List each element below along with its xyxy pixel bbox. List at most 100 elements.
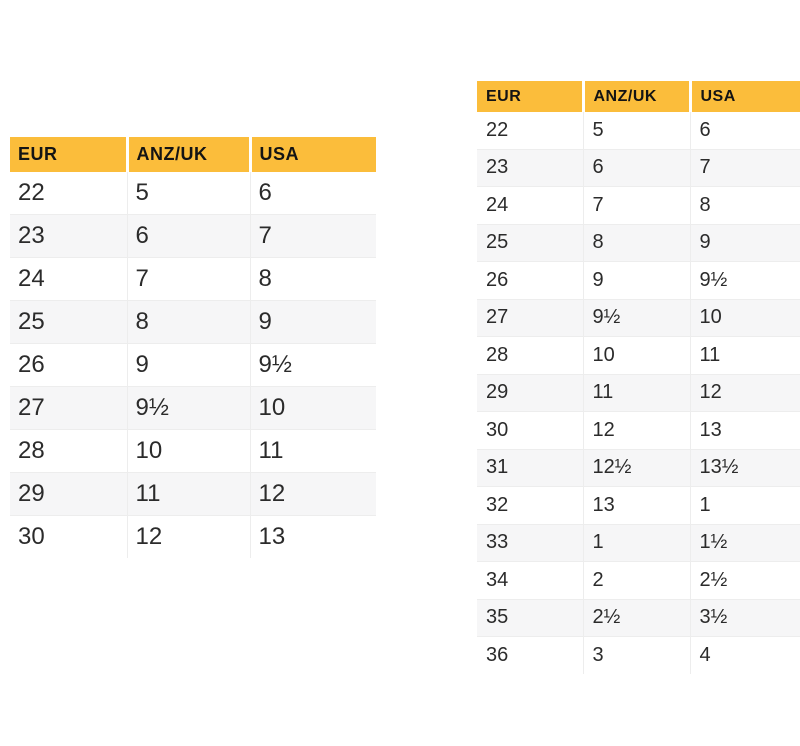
table-row: 35 2½ 3½ <box>477 598 800 637</box>
table-row: 25 8 9 <box>10 300 376 344</box>
table-row: 27 9½ 10 <box>477 298 800 337</box>
table-cell: 8 <box>689 186 800 224</box>
table-cell: 10 <box>689 298 800 337</box>
table-cell: 9 <box>582 261 690 299</box>
table-cell: 1½ <box>689 523 800 562</box>
table-cell: 10 <box>126 429 250 473</box>
table-row: 34 2 2½ <box>477 561 800 599</box>
table-cell: 26 <box>477 261 583 299</box>
table-cell: 25 <box>10 300 127 344</box>
table-cell: 2½ <box>689 561 800 599</box>
table-row: 26 9 9½ <box>10 343 376 387</box>
table-cell: 8 <box>582 223 690 262</box>
table-cell: 35 <box>477 598 583 637</box>
table-cell: 11 <box>689 336 800 374</box>
table-cell: 10 <box>249 386 376 430</box>
table-cell: 22 <box>18 179 45 206</box>
column-header-1: ANZ/UK <box>125 137 250 172</box>
table-cell: 33 <box>477 523 583 562</box>
table-cell: 27 <box>477 298 583 337</box>
table-cell: 23 <box>477 148 583 187</box>
table-cell: 13 <box>689 411 800 449</box>
table-cell: 34 <box>477 561 583 599</box>
table-row: 22 5 6 <box>477 112 800 149</box>
column-header-2: USA <box>248 137 376 172</box>
table-row: 33 1 1½ <box>477 523 800 562</box>
table-cell: 11 <box>582 373 690 412</box>
table-cell: 24 <box>10 257 127 301</box>
table-cell: 24 <box>477 186 583 224</box>
table-cell: 3 <box>582 636 690 674</box>
table-cell: 22 <box>486 118 509 141</box>
table-cell: 30 <box>10 515 127 558</box>
table-cell: 32 <box>477 486 583 524</box>
table-cell: 25 <box>477 223 583 262</box>
table-cell: 2 <box>582 561 690 599</box>
table-row: 27 9½ 10 <box>10 386 376 430</box>
size-table-left: EUR ANZ/UK USA 22 5 6 23 6 7 24 7 8 25 8 9 26 9 9½ 27 9½ 10 2… <box>10 137 376 558</box>
table-cell: 12½ <box>582 448 690 487</box>
table-row: 32 13 1 <box>477 486 800 524</box>
table-cell: 13 <box>582 486 690 524</box>
column-header-0: EUR <box>477 81 583 112</box>
table-row: 26 9 9½ <box>477 261 800 299</box>
table-row: 28 10 11 <box>477 336 800 374</box>
table-cell: 7 <box>126 257 250 301</box>
table-row: 25 8 9 <box>477 223 800 262</box>
table-row: 24 7 8 <box>477 186 800 224</box>
table-cell: 29 <box>10 472 127 516</box>
table-cell: 5 <box>582 112 690 149</box>
table-row: 29 11 12 <box>10 472 376 516</box>
size-table-right: EUR ANZ/UK USA 22 5 6 23 6 7 24 7 8 25 8 9 26 9 9½ 27 9½ 10 2… <box>477 81 800 674</box>
table-row: 23 6 7 <box>477 148 800 187</box>
column-header-2: USA <box>688 81 800 112</box>
table-cell: 9½ <box>249 343 376 387</box>
table-cell: 12 <box>249 472 376 516</box>
table-cell: 9½ <box>689 261 800 299</box>
table-cell: 12 <box>689 373 800 412</box>
table-cell: 28 <box>477 336 583 374</box>
table-cell: 8 <box>249 257 376 301</box>
table-cell: 31 <box>477 448 583 487</box>
table-cell: 9½ <box>582 298 690 337</box>
table-cell: 7 <box>249 214 376 258</box>
table-cell: 23 <box>10 214 127 258</box>
column-header-1: ANZ/UK <box>581 81 690 112</box>
table-cell: 3½ <box>689 598 800 637</box>
table-row: 36 3 4 <box>477 636 800 674</box>
table-row: 29 11 12 <box>477 373 800 412</box>
table-row: 30 12 13 <box>477 411 800 449</box>
table-cell: 4 <box>689 636 800 674</box>
column-header-0: EUR <box>10 137 127 172</box>
table-cell: 30 <box>477 411 583 449</box>
table-cell: 5 <box>126 172 250 215</box>
table-row: 23 6 7 <box>10 214 376 258</box>
table-cell: 9 <box>689 223 800 262</box>
table-cell: 27 <box>10 386 127 430</box>
table-cell: 7 <box>689 148 800 187</box>
table-cell: 36 <box>477 636 583 674</box>
table-cell: 9½ <box>126 386 250 430</box>
table-cell: 12 <box>126 515 250 558</box>
table-cell: 8 <box>126 300 250 344</box>
table-cell: 6 <box>126 214 250 258</box>
table-cell: 2½ <box>582 598 690 637</box>
table-cell: 10 <box>582 336 690 374</box>
table-cell: 6 <box>582 148 690 187</box>
table-row: 24 7 8 <box>10 257 376 301</box>
table-cell: 11 <box>249 429 376 473</box>
table-cell: 12 <box>582 411 690 449</box>
table-row: 22 5 6 <box>10 172 376 215</box>
header-row: EUR ANZ/UK USA <box>477 81 800 112</box>
table-cell: 7 <box>582 186 690 224</box>
table-row: 31 12½ 13½ <box>477 448 800 487</box>
table-row: 30 12 13 <box>10 515 376 558</box>
table-cell: 9 <box>126 343 250 387</box>
table-row: 28 10 11 <box>10 429 376 473</box>
table-cell: 13½ <box>689 448 800 487</box>
table-cell: 29 <box>477 373 583 412</box>
table-cell: 6 <box>689 112 800 149</box>
table-cell: 6 <box>249 172 376 215</box>
header-row: EUR ANZ/UK USA <box>10 137 376 172</box>
table-cell: 1 <box>689 486 800 524</box>
